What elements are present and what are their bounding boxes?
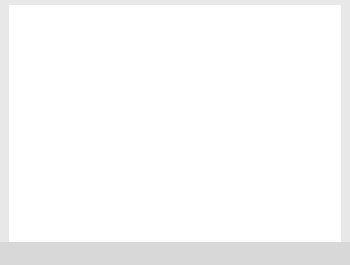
Bar <box>56 154 336 182</box>
Bar <box>56 214 336 249</box>
Text: 4: 4 <box>299 192 306 205</box>
Text: Male: Male <box>287 161 317 175</box>
Text: randomly from the class is a female who has: randomly from the class is a female who … <box>25 99 289 112</box>
Text: 5: 5 <box>231 192 239 205</box>
Text: Female: Female <box>214 161 257 175</box>
Text: In a class of students, the following data: In a class of students, the following da… <box>25 12 265 25</box>
Text: an A?: an A? <box>25 121 57 134</box>
Bar <box>56 182 336 214</box>
Text: table summarizes the gender of the students: table summarizes the gender of the stude… <box>25 34 291 47</box>
Text: Does not have an A: Does not have an A <box>71 225 186 238</box>
Text: 12: 12 <box>295 225 310 238</box>
Text: What is the probability that a student chosen: What is the probability that a student c… <box>25 77 293 90</box>
Text: and whether they have an A in the class.: and whether they have an A in the class. <box>25 55 266 68</box>
Text: 2: 2 <box>231 225 239 238</box>
Text: Has an A: Has an A <box>102 192 156 205</box>
